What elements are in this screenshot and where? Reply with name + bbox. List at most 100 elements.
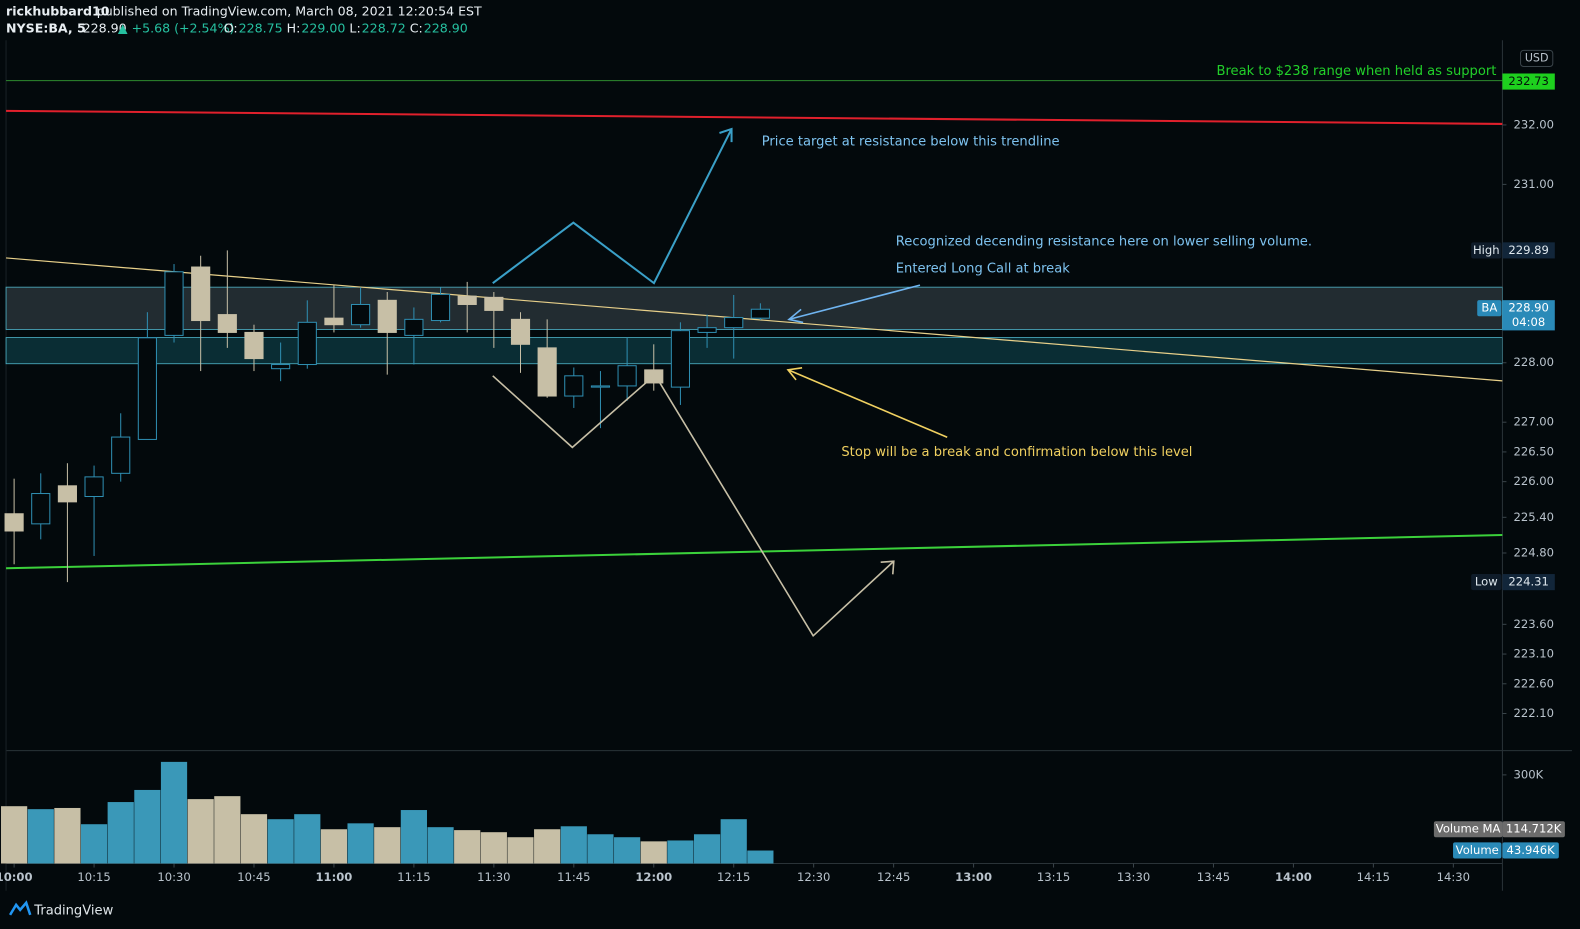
y-tick-label: 224.80 bbox=[1513, 545, 1554, 559]
last-price: 228.90 bbox=[83, 21, 127, 36]
ohlc-key: L: bbox=[349, 21, 360, 36]
y-tick-label: 225.40 bbox=[1513, 510, 1554, 524]
candle-body bbox=[564, 375, 584, 397]
x-tick-label: 14:00 bbox=[1275, 870, 1312, 884]
published: published on TradingView.com, March 08, … bbox=[97, 4, 482, 19]
candle-body bbox=[111, 436, 131, 474]
currency-box bbox=[1520, 49, 1554, 68]
y-tick-label: 226.50 bbox=[1513, 444, 1554, 458]
volume-bar bbox=[667, 840, 694, 864]
symbol: NYSE:BA, 5 bbox=[6, 21, 86, 36]
volume-bar bbox=[320, 829, 348, 864]
ohlc-key: C: bbox=[410, 21, 423, 36]
level-price: 232.73 bbox=[1508, 74, 1549, 88]
x-tick-label: 11:15 bbox=[397, 870, 430, 884]
volume-name-box bbox=[1453, 842, 1502, 859]
candle-body bbox=[217, 314, 237, 333]
volume-bar bbox=[134, 789, 161, 864]
y-tick-label: 228.00 bbox=[1513, 355, 1554, 369]
ohlc-value: 228.72 bbox=[362, 21, 406, 36]
annotation: Break to $238 range when held as support bbox=[1216, 64, 1496, 79]
candle-body bbox=[324, 317, 344, 326]
last-price: 228.90 bbox=[1508, 301, 1549, 315]
volume-ma-value: 114.712K bbox=[1506, 822, 1562, 836]
y-tick-label: 232.00 bbox=[1513, 117, 1554, 131]
y-tick-label: 231.00 bbox=[1513, 177, 1554, 191]
entry-arrow bbox=[788, 284, 921, 321]
volume-bar bbox=[693, 834, 721, 864]
low-name: Low bbox=[1475, 575, 1498, 589]
high-name-box bbox=[1471, 242, 1502, 259]
candle-body bbox=[377, 299, 397, 333]
candle-body bbox=[510, 318, 531, 345]
volume-bar bbox=[187, 799, 214, 864]
volume-bar bbox=[747, 850, 774, 864]
candle-body bbox=[617, 365, 637, 387]
candle-body bbox=[724, 317, 744, 329]
x-tick-label: 12:00 bbox=[635, 870, 672, 884]
volume-ma-name: Volume MA bbox=[1436, 822, 1501, 836]
volume-bar bbox=[400, 810, 427, 864]
last-price-box bbox=[1502, 300, 1555, 331]
low-price-box bbox=[1502, 574, 1555, 591]
volume-bar bbox=[560, 826, 587, 864]
candle-body bbox=[164, 271, 184, 336]
y-tick-label: 222.10 bbox=[1513, 706, 1554, 720]
y-tick-label: 223.60 bbox=[1513, 617, 1554, 631]
candle-body bbox=[484, 296, 504, 311]
candle-body bbox=[244, 331, 264, 360]
y-tick-label: 226.00 bbox=[1513, 474, 1554, 488]
candle-body bbox=[590, 385, 611, 388]
publisher: rickhubbard10 bbox=[6, 4, 110, 19]
x-tick-label: 14:15 bbox=[1357, 870, 1390, 884]
candle-body bbox=[404, 318, 424, 336]
volume-bar bbox=[614, 837, 641, 864]
candle-body bbox=[457, 295, 477, 305]
candle-body bbox=[191, 266, 211, 322]
ohlc: O: 228.75 H: 229.00 L: 228.72 C: 228.90 bbox=[224, 21, 468, 36]
x-tick-label: 10:00 bbox=[0, 870, 33, 884]
currency: USD bbox=[1525, 51, 1549, 64]
y-tick-label: 223.10 bbox=[1513, 647, 1554, 661]
volume-tick-label: 300K bbox=[1513, 767, 1543, 781]
zone-lower bbox=[5, 337, 1503, 365]
ohlc-value: 228.75 bbox=[239, 21, 283, 36]
high-price-box bbox=[1502, 242, 1555, 259]
footer: TradingView bbox=[33, 903, 113, 918]
volume-bar bbox=[347, 823, 374, 864]
volume-bar bbox=[107, 802, 134, 864]
volume-ma-name-box bbox=[1433, 821, 1503, 838]
projections bbox=[492, 127, 948, 638]
volume-bar bbox=[454, 830, 481, 864]
x-tick-label: 11:30 bbox=[477, 870, 510, 884]
candle-body bbox=[670, 330, 690, 388]
volume-bar bbox=[587, 834, 614, 864]
countdown: 04:08 bbox=[1512, 315, 1545, 329]
x-tick-label: 12:15 bbox=[717, 870, 750, 884]
level-price-box bbox=[1502, 73, 1555, 90]
volume-bar bbox=[54, 807, 81, 864]
bear-path bbox=[492, 373, 895, 638]
volume-bar bbox=[240, 814, 268, 864]
x-tick-label: 13:45 bbox=[1197, 870, 1230, 884]
stop-arrow bbox=[787, 369, 948, 439]
volume-bar bbox=[534, 829, 561, 864]
last-name: BA bbox=[1481, 301, 1497, 315]
ohlc-key: H: bbox=[287, 21, 301, 36]
high-price: 229.89 bbox=[1508, 243, 1549, 257]
volume-bar bbox=[27, 809, 54, 864]
x-tick-label: 12:30 bbox=[797, 870, 830, 884]
x-tick-label: 11:00 bbox=[316, 870, 353, 884]
marks bbox=[1, 250, 774, 864]
bear-arrowhead bbox=[880, 560, 895, 575]
annotation: Recognized decending resistance here on … bbox=[896, 234, 1312, 249]
volume-bar bbox=[1, 806, 28, 864]
volume-bar bbox=[640, 841, 667, 864]
x-tick-label: 12:45 bbox=[877, 870, 910, 884]
candle-body bbox=[4, 513, 24, 532]
volume-bar bbox=[160, 761, 188, 864]
candle-body bbox=[537, 347, 557, 397]
candle-body bbox=[31, 493, 51, 525]
